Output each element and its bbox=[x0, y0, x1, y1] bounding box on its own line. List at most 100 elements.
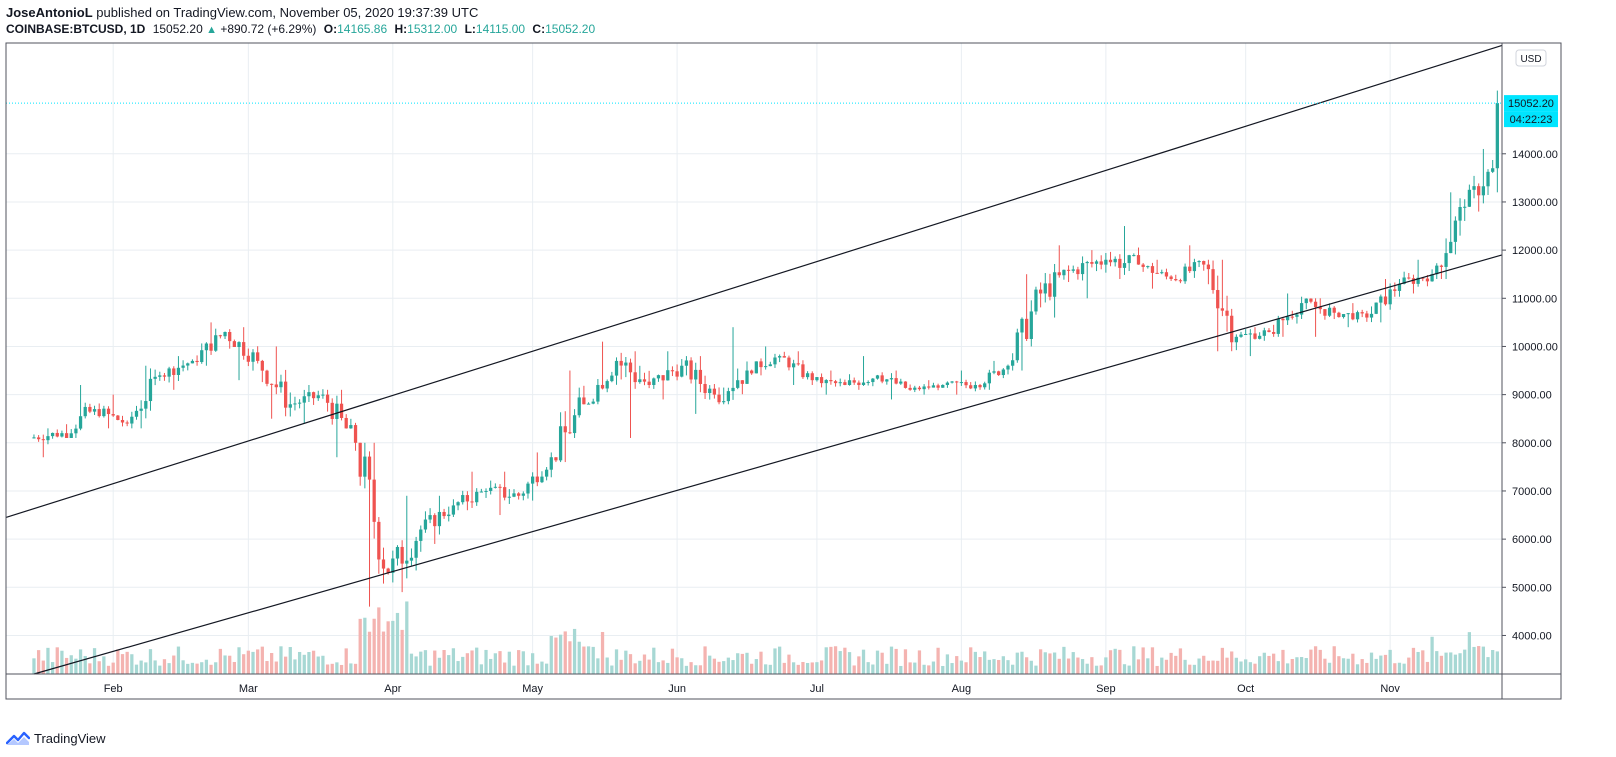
volume-bar bbox=[1318, 649, 1322, 674]
volume-bar bbox=[64, 657, 69, 674]
volume-bar bbox=[1253, 663, 1257, 674]
candle-body bbox=[1197, 261, 1201, 263]
candle-body bbox=[670, 370, 675, 372]
volume-bar bbox=[889, 646, 894, 674]
candle-body bbox=[55, 432, 59, 437]
volume-bar bbox=[88, 663, 92, 674]
volume-bar bbox=[498, 651, 502, 674]
candle-body bbox=[689, 360, 693, 380]
candle-body bbox=[64, 433, 69, 438]
currency-badge bbox=[1515, 49, 1547, 67]
candle-body bbox=[433, 515, 437, 527]
candle-body bbox=[1309, 298, 1313, 302]
volume-bar bbox=[353, 663, 358, 674]
volume-bar bbox=[698, 665, 703, 674]
up-triangle-icon: ▲ bbox=[206, 24, 217, 36]
candle-body bbox=[32, 437, 36, 439]
candle-body bbox=[666, 370, 670, 381]
volume-bar bbox=[1188, 664, 1192, 674]
volume-bar bbox=[60, 650, 64, 674]
volume-bar bbox=[195, 663, 199, 674]
volume-bar bbox=[1076, 657, 1080, 674]
candle-body bbox=[1043, 283, 1047, 294]
author-name[interactable]: JoseAntonioL bbox=[6, 5, 93, 20]
volume-bar bbox=[903, 649, 908, 674]
volume-bar bbox=[50, 662, 55, 674]
volume-bar bbox=[768, 664, 772, 674]
volume-bar bbox=[442, 650, 446, 674]
candle-body bbox=[1169, 276, 1173, 280]
candle-body bbox=[712, 388, 717, 395]
candle-body bbox=[614, 360, 619, 376]
candle-body bbox=[36, 437, 41, 440]
candle-body bbox=[1486, 171, 1490, 187]
x-tick-label: Nov bbox=[1380, 683, 1400, 695]
volume-bar bbox=[521, 651, 525, 674]
volume-bar bbox=[1248, 662, 1252, 674]
candle-body bbox=[1369, 313, 1374, 318]
volume-bar bbox=[1220, 647, 1225, 674]
candle-body bbox=[680, 365, 684, 377]
volume-bar bbox=[1066, 658, 1071, 674]
tradingview-footer[interactable]: TradingView bbox=[6, 730, 106, 746]
volume-bar bbox=[1071, 652, 1075, 674]
volume-bar bbox=[1052, 652, 1057, 674]
volume-bar bbox=[1099, 665, 1103, 674]
candle-body bbox=[1267, 330, 1271, 333]
volume-bar bbox=[875, 650, 880, 674]
candle-body bbox=[731, 387, 735, 392]
candle-body bbox=[1244, 333, 1248, 335]
price-change: +890.72 (+6.29%) bbox=[220, 22, 317, 36]
currency-label: USD bbox=[1520, 54, 1541, 65]
candle-body bbox=[950, 381, 954, 383]
candle-body bbox=[148, 378, 153, 402]
candle-body bbox=[116, 415, 120, 420]
candle-body bbox=[195, 360, 199, 363]
volume-bar bbox=[181, 660, 185, 674]
candle-body bbox=[293, 403, 297, 405]
volume-bar bbox=[414, 656, 418, 674]
volume-bar bbox=[582, 646, 586, 674]
volume-bar bbox=[1276, 661, 1280, 674]
volume-bar bbox=[1202, 655, 1206, 674]
last-price-tag bbox=[1504, 95, 1558, 112]
x-tick-label: Jun bbox=[668, 683, 686, 695]
candle-body bbox=[805, 373, 810, 378]
candle-body bbox=[582, 397, 586, 405]
volume-bar bbox=[330, 663, 334, 674]
tradingview-brand: TradingView bbox=[34, 730, 106, 746]
volume-bar bbox=[1374, 658, 1378, 674]
volume-bar bbox=[1085, 663, 1089, 674]
trendline-upper bbox=[5, 44, 1503, 519]
candle-body bbox=[605, 381, 609, 389]
candle-body bbox=[1435, 265, 1439, 275]
volume-bar bbox=[311, 650, 316, 674]
volume-bar bbox=[745, 652, 749, 674]
volume-bar bbox=[335, 662, 339, 674]
volume-bar bbox=[1327, 662, 1332, 674]
volume-bar bbox=[624, 650, 628, 674]
y-tick-label: 11000.00 bbox=[1512, 293, 1557, 305]
candle-body bbox=[810, 373, 814, 381]
candle-body bbox=[833, 381, 838, 384]
volume-bar bbox=[614, 649, 619, 674]
candle-body bbox=[652, 378, 656, 385]
volume-bar bbox=[316, 656, 320, 674]
volume-bar bbox=[726, 657, 730, 674]
volume-bar bbox=[1132, 646, 1136, 674]
volume-bar bbox=[1062, 646, 1066, 674]
volume-bar bbox=[1197, 658, 1201, 674]
candle-body bbox=[204, 343, 209, 351]
candle-body bbox=[456, 502, 460, 506]
candle-body bbox=[181, 365, 185, 368]
volume-bar bbox=[568, 641, 572, 674]
candle-body bbox=[633, 372, 637, 383]
volume-bar bbox=[83, 655, 87, 674]
volume-bar bbox=[1178, 648, 1183, 674]
candle-body bbox=[102, 408, 106, 417]
candle-body bbox=[1141, 264, 1145, 267]
volume-bar bbox=[829, 646, 833, 674]
volume-bar bbox=[461, 656, 465, 674]
candle-body bbox=[880, 375, 884, 382]
